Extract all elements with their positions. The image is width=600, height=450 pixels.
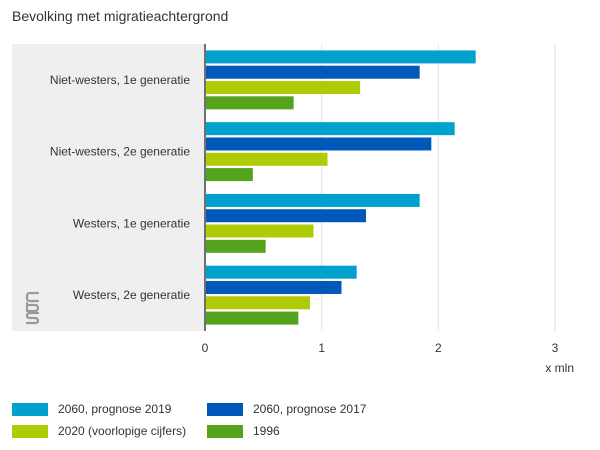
category-panel (12, 44, 205, 331)
legend-item: 2060, prognose 2019 (12, 401, 207, 417)
x-tick-label: 2 (435, 341, 442, 355)
legend-swatch (207, 402, 243, 416)
bar (206, 209, 366, 223)
bar (206, 311, 299, 325)
category-label: Westers, 2e generatie (73, 288, 191, 302)
legend-item: 2020 (voorlopige cijfers) (12, 423, 207, 439)
chart-title: Bevolking met migratieachtergrond (12, 8, 229, 24)
legend-swatch (207, 424, 243, 438)
bar (206, 122, 455, 136)
x-tick-label: 3 (552, 341, 559, 355)
x-tick-labels: 0 1 2 3 (202, 341, 559, 355)
bar (206, 65, 420, 79)
bar (206, 81, 361, 95)
bar (206, 168, 253, 182)
bar (206, 50, 476, 64)
bar (206, 224, 314, 238)
category-label: Westers, 1e generatie (73, 216, 191, 230)
x-axis-label: x mln (545, 361, 574, 375)
bar (206, 239, 266, 253)
category-labels: Niet-westers, 1e generatie Niet-westers, … (50, 73, 190, 302)
legend-label: 1996 (253, 424, 280, 438)
legend: 2060, prognose 2019 2060, prognose 2017 … (12, 401, 407, 439)
bar (206, 296, 310, 310)
legend-label: 2060, prognose 2017 (253, 402, 367, 416)
category-label: Niet-westers, 1e generatie (50, 73, 190, 87)
bar (206, 96, 294, 110)
bar (206, 137, 432, 151)
bars (206, 50, 476, 325)
x-tick-label: 1 (318, 341, 325, 355)
legend-label: 2020 (voorlopige cijfers) (58, 424, 187, 438)
bar (206, 152, 328, 166)
legend-swatch (12, 424, 48, 438)
category-label: Niet-westers, 2e generatie (50, 145, 190, 159)
legend-item: 2060, prognose 2017 (207, 401, 407, 417)
x-tick-label: 0 (202, 341, 209, 355)
bar (206, 280, 342, 294)
legend-swatch (12, 402, 48, 416)
legend-item: 1996 (207, 423, 407, 439)
cbs-logo-icon (25, 291, 40, 325)
bar (206, 265, 357, 279)
legend-label: 2060, prognose 2019 (58, 402, 172, 416)
bar (206, 193, 420, 207)
